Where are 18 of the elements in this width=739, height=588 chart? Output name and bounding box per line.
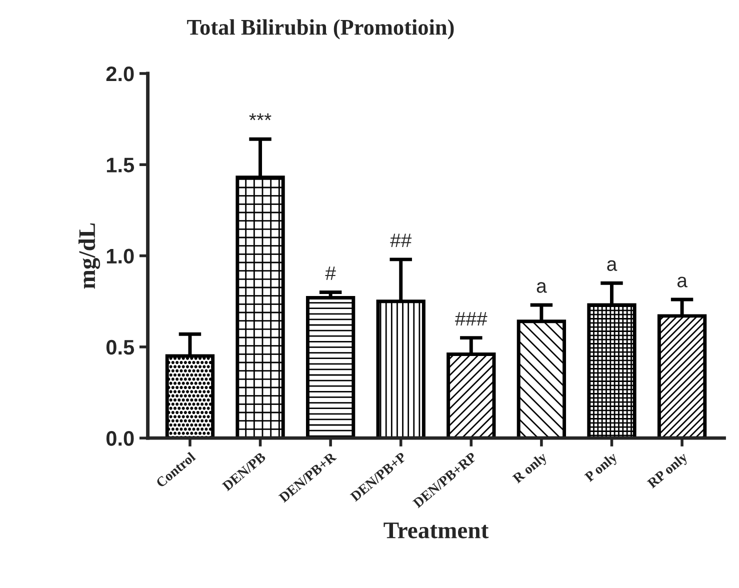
- chart-title: Total Bilirubin (Promotioin): [187, 19, 454, 40]
- y-tick-label: 1.0: [106, 248, 134, 264]
- annotation: ###: [455, 312, 488, 326]
- x-tick-label: R only: [512, 451, 550, 486]
- x-axis-title: Treatment: [384, 522, 489, 538]
- annotation: a: [536, 282, 547, 293]
- y-axis-title: mg/dL: [78, 223, 100, 289]
- annotation: a: [677, 276, 688, 288]
- annotation: ***: [249, 113, 272, 120]
- y-tick-label: 1.5: [106, 158, 134, 172]
- annotation: #: [325, 266, 336, 280]
- x-tick-label: P only: [584, 451, 620, 484]
- x-tick-label: RP only: [646, 451, 690, 491]
- y-tick-label: 2.0: [106, 66, 134, 82]
- annotation: a: [607, 260, 618, 271]
- y-tick-label: 0.0: [106, 431, 134, 446]
- annotation: ##: [390, 234, 412, 248]
- y-tick-label: 0.5: [106, 340, 134, 355]
